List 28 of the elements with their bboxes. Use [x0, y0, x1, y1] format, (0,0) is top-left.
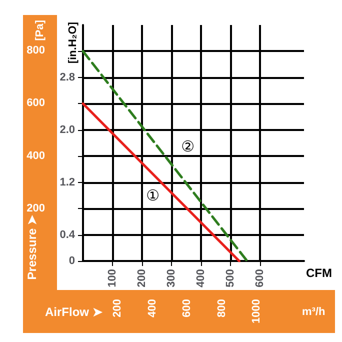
annotation: ①: [146, 186, 160, 204]
x2-tick-label: 1000: [250, 299, 262, 324]
x-tick-label: 600: [254, 269, 266, 288]
y-tick-label: 2.0: [60, 124, 75, 136]
y-tick-label: 1.2: [60, 176, 75, 188]
y2-tick-label: 600: [26, 97, 45, 110]
y-tick-label: 2.8: [60, 71, 75, 84]
x2-axis-title: m³/h: [302, 306, 326, 318]
x-tick-label: 100: [106, 269, 118, 288]
y2-tick-label: 200: [26, 202, 45, 214]
x2-tick-label: 400: [146, 299, 158, 318]
x2-tick-label: 200: [112, 299, 124, 318]
x2-tick-label: 800: [216, 299, 228, 318]
x-tick-label: 200: [136, 269, 148, 288]
y2-tick-label: 800: [26, 44, 45, 57]
y2-axis-title: [Pa]: [34, 20, 46, 41]
y2-tick-label: 400: [26, 150, 45, 162]
y-axis-title: [in.H₂O]: [67, 22, 79, 64]
text: AirFlow ➤: [45, 305, 104, 319]
x2-tick-label: 600: [181, 299, 194, 318]
x-tick-label: 300: [165, 269, 178, 288]
y-tick-label: 0.4: [60, 228, 76, 241]
text: Pressure ➤: [25, 214, 39, 280]
y-tick-label: 0: [68, 255, 75, 267]
x-axis-title: CFM: [306, 266, 332, 280]
annotation: ②: [181, 137, 195, 156]
x-tick-label: 400: [194, 269, 207, 288]
x-tick-label: 500: [224, 269, 236, 288]
